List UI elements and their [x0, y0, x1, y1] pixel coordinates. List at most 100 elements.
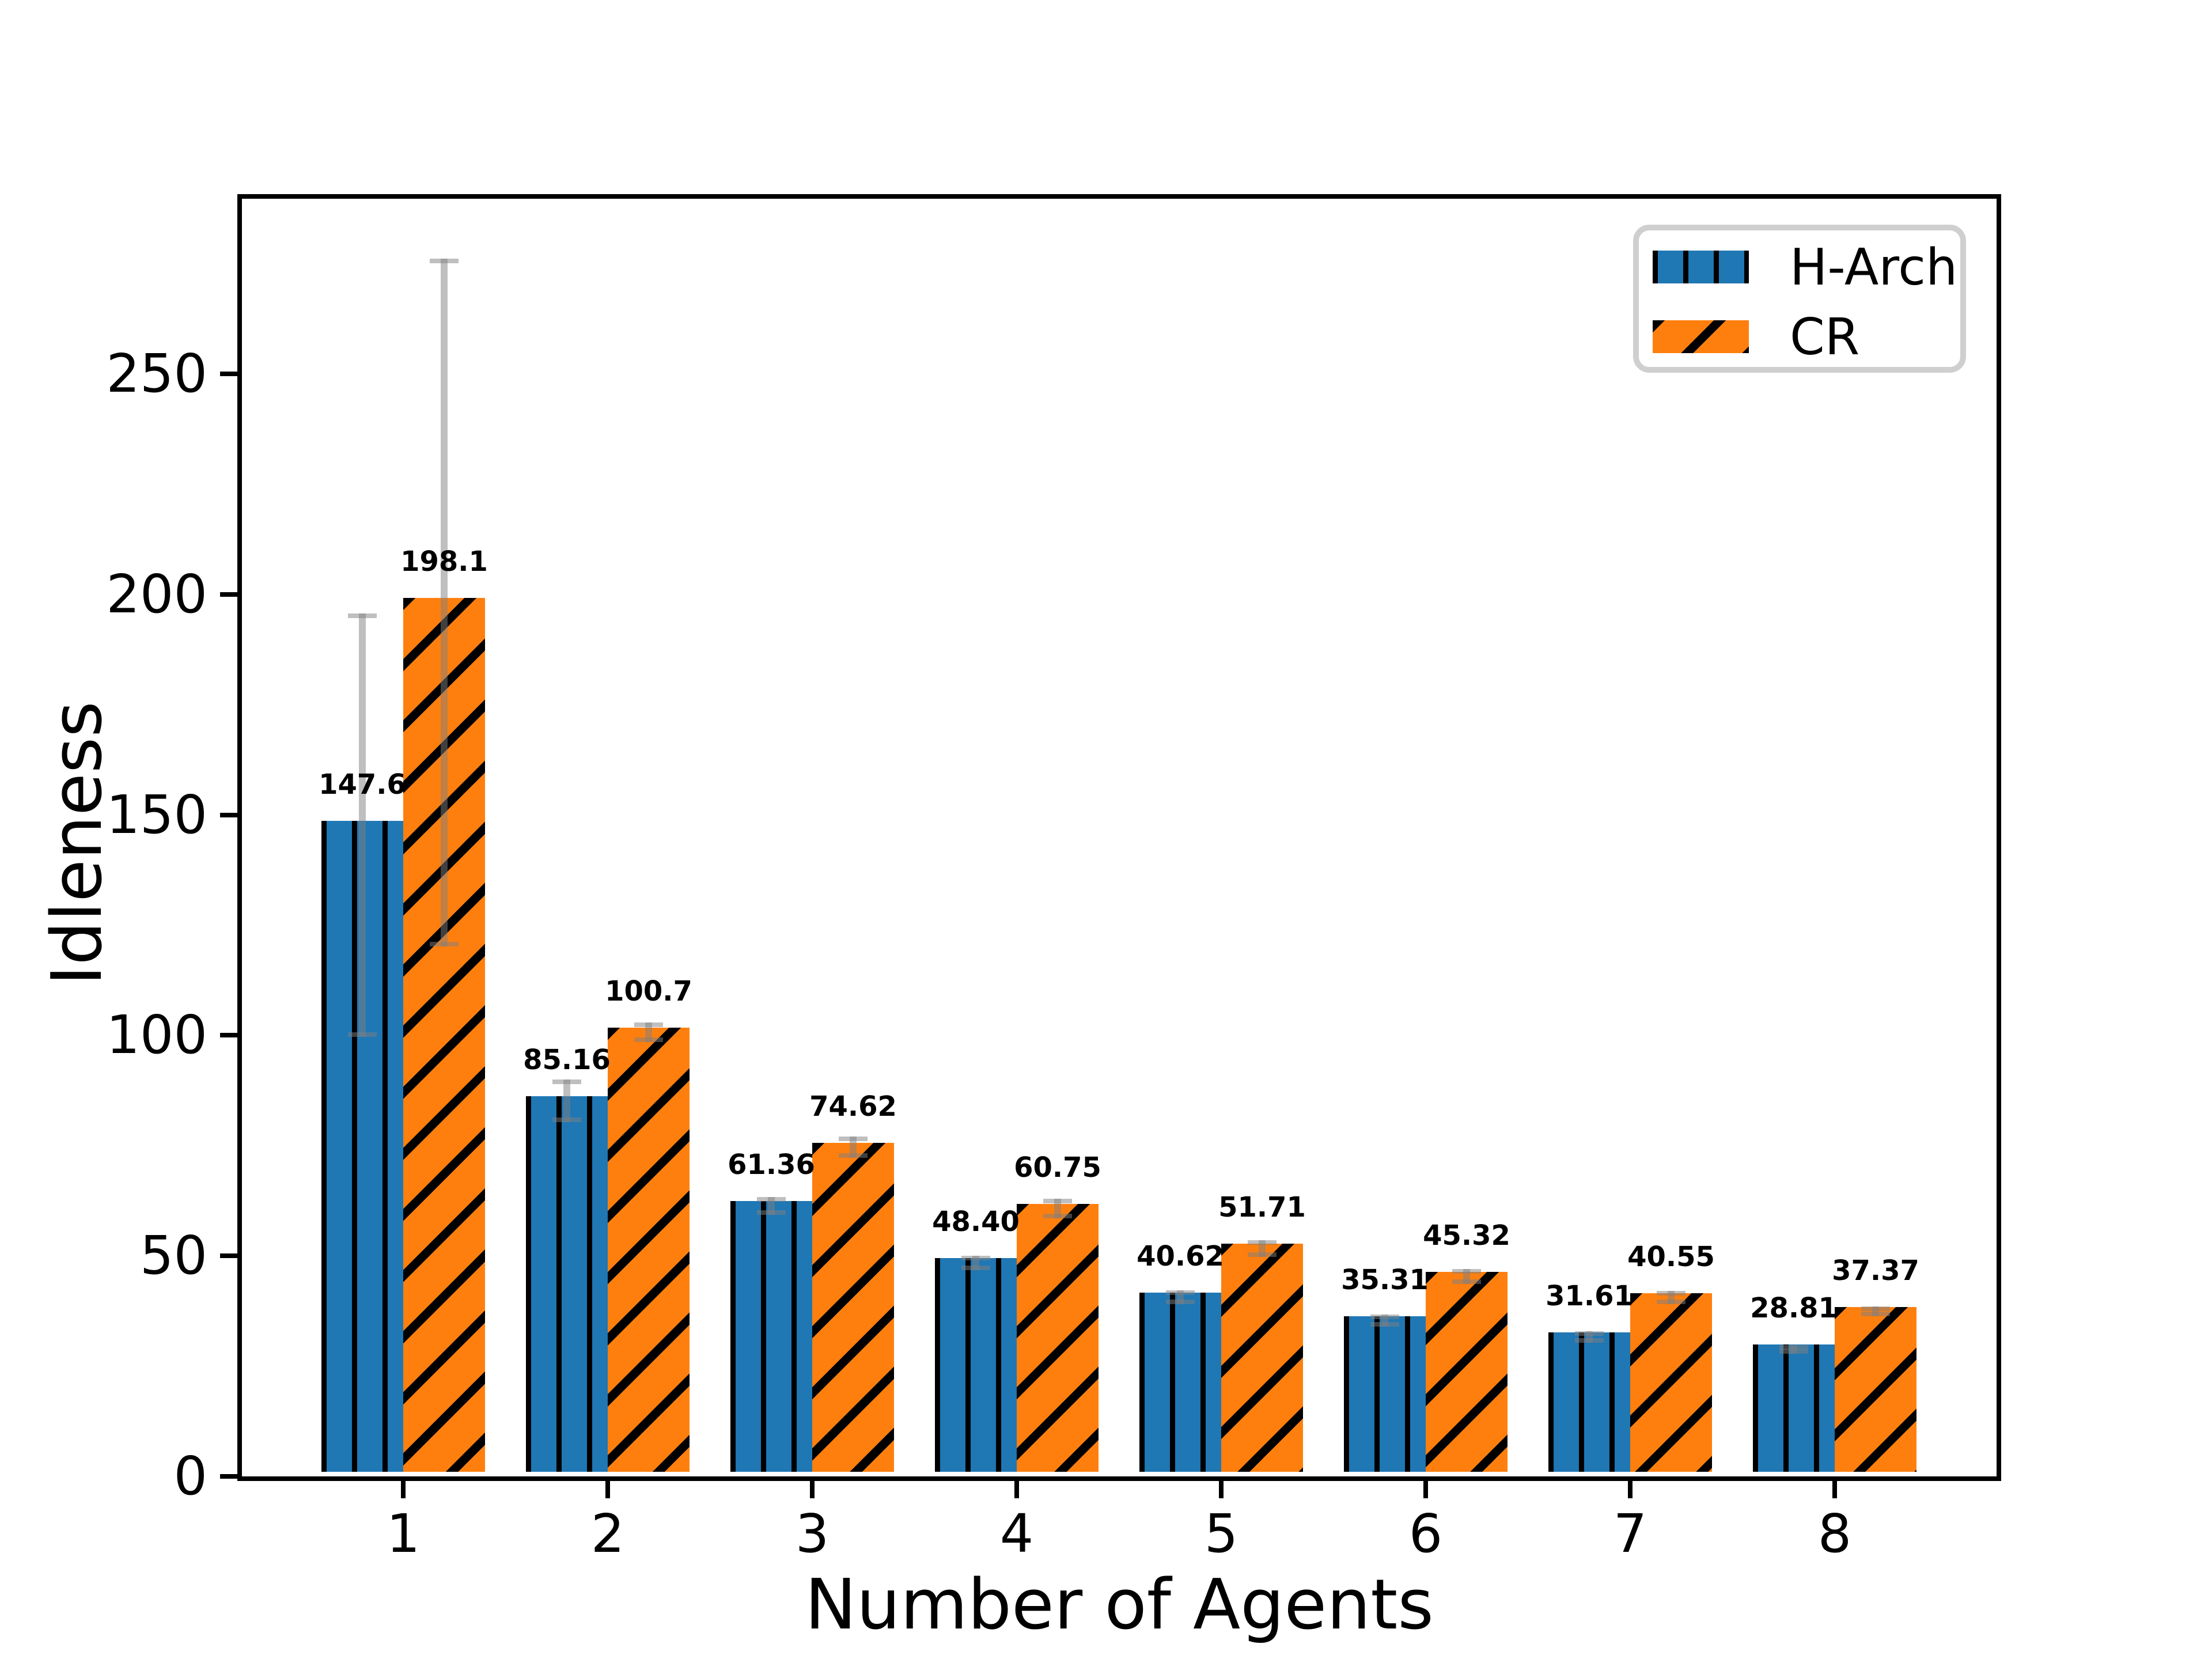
error-bar-cap-bottom — [1043, 1213, 1072, 1218]
legend-box: H-Arch CR — [1633, 225, 1966, 373]
legend-item-h-arch: H-Arch — [1639, 238, 1960, 296]
x-tick-mark — [1219, 1481, 1224, 1498]
x-tick-label: 2 — [590, 1503, 625, 1565]
bar-h-arch-group4 — [935, 1258, 1017, 1472]
error-bar-cap-top — [1452, 1269, 1481, 1274]
x-tick-mark — [605, 1481, 610, 1498]
bar-cr-group2 — [608, 1028, 690, 1472]
value-label-cr-group3: 74.62 — [809, 1090, 897, 1123]
y-tick-label: 0 — [173, 1445, 207, 1507]
value-label-h-arch-group1: 147.6 — [319, 768, 406, 801]
y-tick-label: 250 — [106, 342, 207, 404]
error-bar-cap-bottom — [430, 942, 459, 947]
error-bar-cap-top — [1370, 1314, 1399, 1319]
y-tick-label: 50 — [139, 1225, 207, 1287]
legend-item-cr: CR — [1639, 308, 1960, 366]
error-bar-cr-group6 — [1452, 1269, 1481, 1285]
legend-label-cr: CR — [1790, 308, 1860, 366]
value-label-h-arch-group2: 85.16 — [523, 1043, 611, 1076]
x-tick-mark — [1423, 1481, 1428, 1498]
spine-top — [237, 194, 2001, 199]
error-bar-h-arch-group4 — [961, 1256, 990, 1270]
error-bar-cap-bottom — [757, 1210, 786, 1215]
error-bar-cap-bottom — [839, 1153, 868, 1158]
error-bar-cap-bottom — [961, 1265, 990, 1270]
value-label-h-arch-group6: 35.31 — [1341, 1263, 1429, 1296]
error-bar-cap-bottom — [1779, 1349, 1808, 1354]
x-axis-line — [237, 1476, 2001, 1481]
error-bar-cr-group2 — [634, 1022, 663, 1042]
error-bar-h-arch-group7 — [1575, 1331, 1604, 1343]
value-label-cr-group7: 40.55 — [1627, 1240, 1715, 1273]
error-bar-stem — [645, 1022, 652, 1042]
x-tick-mark — [1832, 1481, 1837, 1498]
bar-cr-group4 — [1017, 1203, 1099, 1472]
bar-cr-group3 — [812, 1142, 894, 1472]
y-tick-label: 200 — [106, 563, 207, 625]
error-bar-stem — [563, 1080, 570, 1122]
y-axis-title: Idleness — [37, 701, 118, 986]
error-bar-cap-bottom — [552, 1117, 581, 1122]
legend-swatch-h-arch — [1653, 251, 1749, 283]
error-bar-cap-top — [348, 613, 377, 619]
value-label-h-arch-group3: 61.36 — [728, 1149, 815, 1181]
error-bar-cap-top — [1779, 1344, 1808, 1350]
x-tick-mark — [810, 1481, 815, 1498]
bar-cr-group8 — [1835, 1306, 1916, 1472]
error-bar-cr-group5 — [1248, 1240, 1277, 1257]
y-tick-mark — [220, 592, 237, 597]
y-axis-line — [237, 194, 242, 1481]
error-bar-cap-bottom — [634, 1037, 663, 1042]
error-bar-cap-bottom — [1452, 1279, 1481, 1285]
error-bar-cr-group4 — [1043, 1199, 1072, 1218]
error-bar-stem — [850, 1137, 857, 1158]
y-tick-label: 100 — [106, 1004, 207, 1066]
error-bar-cap-bottom — [1370, 1322, 1399, 1327]
legend-swatch-cr — [1653, 320, 1749, 353]
bar-h-arch-group2 — [526, 1096, 608, 1472]
x-tick-label: 6 — [1408, 1503, 1443, 1565]
error-bar-h-arch-group3 — [757, 1196, 786, 1215]
legend-label-h-arch: H-Arch — [1790, 238, 1958, 297]
error-bar-h-arch-group1 — [348, 613, 377, 1037]
bar-cr-group6 — [1426, 1272, 1508, 1472]
x-tick-mark — [1014, 1481, 1019, 1498]
error-bar-cr-group7 — [1657, 1291, 1685, 1304]
error-bar-cap-top — [1575, 1331, 1604, 1336]
spine-right — [1997, 194, 2001, 1481]
error-bar-h-arch-group5 — [1166, 1290, 1195, 1305]
error-bar-stem — [359, 613, 366, 1037]
value-label-h-arch-group7: 31.61 — [1546, 1279, 1633, 1312]
x-tick-label: 5 — [1204, 1503, 1238, 1565]
error-bar-cr-group3 — [839, 1137, 868, 1158]
y-tick-mark — [220, 1033, 237, 1038]
x-tick-label: 3 — [795, 1503, 830, 1565]
bar-h-arch-group3 — [730, 1201, 812, 1472]
error-bar-cr-group8 — [1861, 1306, 1890, 1317]
plot-area: 147.6 198.1 85.16 100.7 61.36 74.62 48.40 60.75… — [106, 194, 2001, 1565]
error-bar-cap-bottom — [1248, 1252, 1277, 1257]
error-bar-cap-top — [1861, 1306, 1890, 1312]
value-label-cr-group8: 37.37 — [1832, 1254, 1919, 1287]
y-tick-mark — [220, 371, 237, 376]
y-tick-label: 150 — [106, 783, 207, 846]
error-bar-cap-top — [552, 1080, 581, 1085]
bar-cr-group7 — [1630, 1293, 1712, 1472]
value-label-cr-group1: 198.1 — [400, 546, 488, 578]
error-bar-cap-top — [961, 1256, 990, 1261]
x-tick-label: 1 — [386, 1503, 421, 1565]
y-tick-mark — [220, 812, 237, 817]
bar-h-arch-group8 — [1753, 1344, 1835, 1472]
value-label-h-arch-group5: 40.62 — [1137, 1240, 1224, 1272]
error-bar-cap-top — [757, 1196, 786, 1202]
value-label-h-arch-group8: 28.81 — [1750, 1292, 1838, 1325]
bar-cr-group5 — [1221, 1244, 1303, 1472]
error-bar-cap-bottom — [1657, 1300, 1685, 1304]
error-bar-cap-top — [839, 1137, 868, 1142]
y-tick-mark — [220, 1253, 237, 1259]
x-tick-label: 4 — [999, 1503, 1034, 1565]
error-bar-stem — [441, 259, 448, 947]
error-bar-cap-top — [634, 1022, 663, 1028]
bar-h-arch-group7 — [1548, 1332, 1630, 1472]
